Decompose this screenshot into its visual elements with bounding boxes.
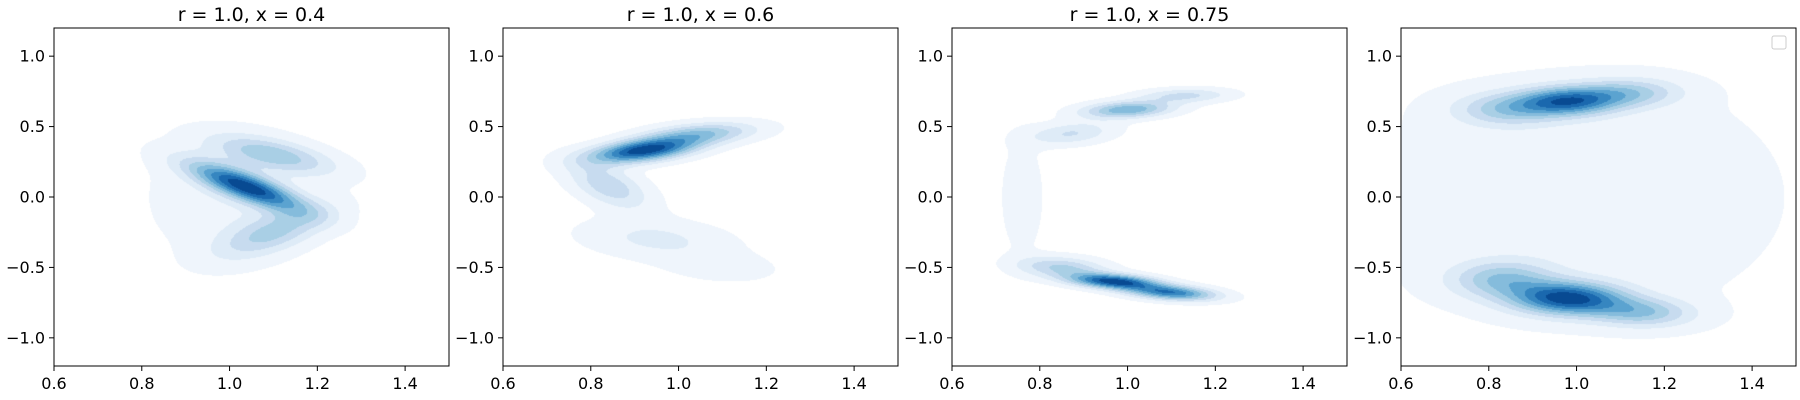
x-tick-label: 0.6 (939, 374, 964, 393)
x-tick-label: 0.8 (129, 374, 154, 393)
density-contours (503, 28, 898, 366)
y-tick-label: −1.0 (1353, 328, 1392, 347)
panel-3: 0.6 0.8 1.0 1.2 1.4 −1.0 −0.5 0.0 0.5 1.0 r = 1.0,… (904, 4, 1348, 393)
x-tick-label: 0.8 (1476, 374, 1501, 393)
x-tick-label: 1.4 (1290, 374, 1315, 393)
y-tick-label: 1.0 (20, 47, 45, 66)
x-tick-label: 1.0 (1564, 374, 1589, 393)
y-tick-label: −1.0 (6, 328, 45, 347)
y-tick-label: 0.5 (918, 117, 943, 136)
y-tick-label: 0.0 (469, 188, 494, 207)
x-tick-label: 1.2 (754, 374, 779, 393)
y-tick-label: −0.5 (6, 258, 45, 277)
x-tick-label: 1.0 (1115, 374, 1140, 393)
panel-2: 0.6 0.8 1.0 1.2 1.4 −1.0 −0.5 0.0 0.5 1.0 r = 1.0,… (455, 4, 899, 393)
y-tick-label: 1.0 (1367, 47, 1392, 66)
panel-1: 0.6 0.8 1.0 1.2 1.4 −1.0 −0.5 0.0 0.5 1.0 r = 1.0,… (6, 4, 450, 393)
x-tick-label: 1.4 (841, 374, 866, 393)
density-contours (54, 28, 449, 366)
y-tick-label: 0.0 (20, 188, 45, 207)
x-tick-label: 0.6 (490, 374, 515, 393)
x-tick-label: 0.8 (1027, 374, 1052, 393)
density-contours (1401, 28, 1796, 366)
x-tick-label: 1.0 (217, 374, 242, 393)
x-tick-label: 1.2 (305, 374, 330, 393)
y-tick-label: 0.5 (20, 117, 45, 136)
y-tick-label: 0.0 (1367, 188, 1392, 207)
x-tick-label: 1.4 (392, 374, 417, 393)
y-tick-label: 1.0 (918, 47, 943, 66)
legend-box (1771, 35, 1787, 50)
panel-title: r = 1.0, x = 0.4 (178, 4, 326, 26)
x-tick-label: 1.2 (1652, 374, 1677, 393)
y-tick-label: −1.0 (455, 328, 494, 347)
y-tick-label: −0.5 (904, 258, 943, 277)
y-tick-label: 0.5 (469, 117, 494, 136)
x-tick-label: 0.6 (1388, 374, 1413, 393)
x-tick-label: 1.2 (1203, 374, 1228, 393)
y-tick-label: −0.5 (1353, 258, 1392, 277)
x-tick-label: 1.0 (666, 374, 691, 393)
x-tick-label: 1.4 (1739, 374, 1764, 393)
density-contours (952, 28, 1347, 366)
y-tick-label: 0.5 (1367, 117, 1392, 136)
x-tick-label: 0.6 (41, 374, 66, 393)
panel-title: r = 1.0, x = 0.75 (1070, 4, 1230, 26)
y-tick-label: −1.0 (904, 328, 943, 347)
panel-4: 0.6 0.8 1.0 1.2 1.4 −1.0 −0.5 0.0 0.5 1.0 (1353, 27, 1797, 393)
x-tick-label: 0.8 (578, 374, 603, 393)
panel-title: r = 1.0, x = 0.6 (627, 4, 775, 26)
y-tick-label: 1.0 (469, 47, 494, 66)
y-tick-label: −0.5 (455, 258, 494, 277)
y-tick-label: 0.0 (918, 188, 943, 207)
